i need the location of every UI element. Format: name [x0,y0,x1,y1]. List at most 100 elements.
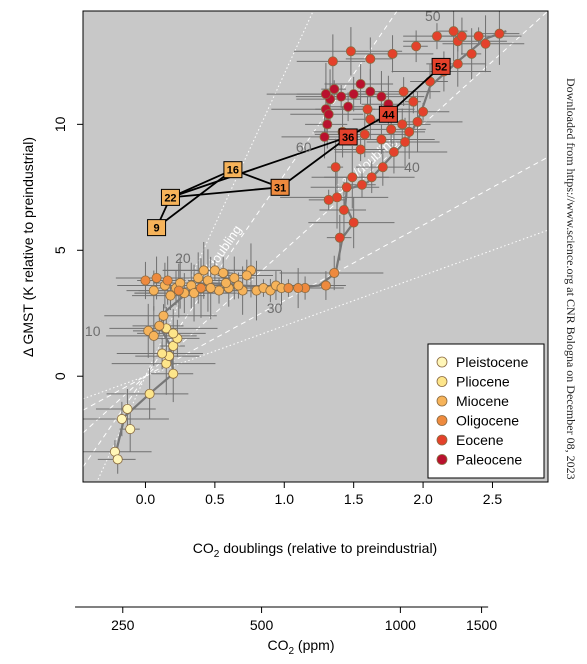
data-point-miocene [205,283,216,294]
data-point-oligocene [162,275,173,286]
data-point-paleocene [319,131,330,142]
legend-swatch [436,415,448,426]
legend-entry: Pleistocene [456,354,529,370]
highlight-box: 36 [338,128,358,146]
data-point-eocene [359,129,370,140]
data-point-eocene [341,182,352,193]
data-point-paleocene [336,91,347,102]
highlight-box-label: 44 [382,109,395,121]
secondary-tick-label: 1500 [466,617,497,633]
data-point-pleistocene [122,403,133,414]
data-point-oligocene [195,283,206,294]
legend-swatch [436,434,448,446]
data-point-eocene [400,136,411,147]
data-point-oligocene [293,283,304,294]
data-point-eocene [323,194,334,205]
data-point-pliocene [144,388,155,399]
data-point-pleistocene [116,414,127,425]
secondary-axis-label-rest: (ppm) [294,637,334,653]
legend-box [427,343,545,479]
data-point-miocene [229,272,240,283]
data-point-eocene [398,86,409,97]
download-notice: Downloaded from https://www.science.org … [564,78,578,480]
data-point-paleocene [365,86,376,97]
x-tick-label: 2.5 [483,491,503,507]
data-point-eocene [362,104,373,115]
data-point-oligocene [140,275,151,286]
axes: 0.0 0.5 1.0 1.5 2.0 2.5 0 5 10 250 500 1000 1500 [52,116,502,633]
data-point-miocene [209,265,220,276]
data-point-paleocene [320,89,331,100]
legend-swatch [436,376,448,387]
data-point-eocene [388,147,399,158]
data-point-miocene [214,285,225,296]
plot-frame [82,10,549,483]
data-point-eocene [348,217,359,228]
data-point-eocene [376,134,387,145]
data-point-miocene [220,278,231,289]
highlight-box-rect [270,178,290,196]
data-point-oligocene [320,280,331,291]
data-point-miocene [148,330,159,341]
highlight-box-rect [431,57,451,75]
highlight-link [170,186,281,199]
data-point-eocene [456,31,467,42]
data-point-eocene [404,126,415,137]
highlight-path: 9 22 16 31 36 44 52 [147,57,451,237]
data-point-oligocene [329,267,340,278]
secondary-axis-label-sub: 2 [288,646,294,657]
age-label: 20 [175,250,191,266]
x-axis-label: CO2 doublings (relative to preindustrial… [193,540,437,560]
data-point-miocene [165,290,176,301]
age-label: 40 [404,159,420,175]
legend-entry: Pliocene [456,374,510,390]
x-axis-label-co: CO [193,540,214,556]
data-point-paleocene [355,79,366,90]
highlight-box-rect [338,128,358,146]
data-point-miocene [193,272,204,283]
data-point-eocene [334,232,345,243]
data-point-pliocene [168,368,179,379]
highlight-box-label: 31 [274,182,286,194]
highlight-box-label: 16 [227,165,239,177]
highlight-box-label: 9 [154,223,160,235]
highlight-box-label: 52 [435,61,447,73]
data-point-eocene [412,116,423,127]
age-labels: 10 20 30 40 50 60 [85,8,441,339]
highlight-box: 44 [378,105,398,123]
data-point-eocene [330,162,341,173]
sensitivity-line [83,11,548,434]
data-point-eocene [480,38,491,49]
x-tick-label: 0.0 [136,491,156,507]
secondary-tick-label: 500 [250,617,274,633]
data-point-miocene [233,280,244,291]
data-point-eocene [397,119,408,130]
data-point-eocene [418,106,429,117]
highlight-link [170,136,349,199]
data-point-eocene [473,31,484,42]
data-point-eocene [347,172,358,183]
data-point-eocene [338,204,349,215]
data-point-miocene [154,320,165,331]
legend-swatch [436,356,448,368]
data-point-eocene [377,162,388,173]
data-point-paleocene [348,89,359,100]
data-point-eocene [355,144,366,155]
data-point-eocene [466,48,477,59]
data-point-miocene [198,265,209,276]
y-tick-label: 5 [52,246,68,254]
data-point-pleistocene [125,424,136,435]
y-tick-label: 0 [52,372,68,380]
data-point-pleistocene [112,454,123,465]
data-point-oligocene [283,283,294,294]
secondary-tick-label: 250 [111,617,135,633]
data-point-paleocene [322,119,333,130]
x-tick-label: 1.5 [344,491,364,507]
data-point-pliocene [168,340,179,351]
highlight-box-rect [147,219,167,237]
data-point-paleocene [376,91,387,102]
legend-entry: Miocene [456,393,509,409]
data-point-eocene [494,28,505,39]
legend: Pleistocene Pliocene Miocene Oligocene Eocen… [427,343,545,479]
